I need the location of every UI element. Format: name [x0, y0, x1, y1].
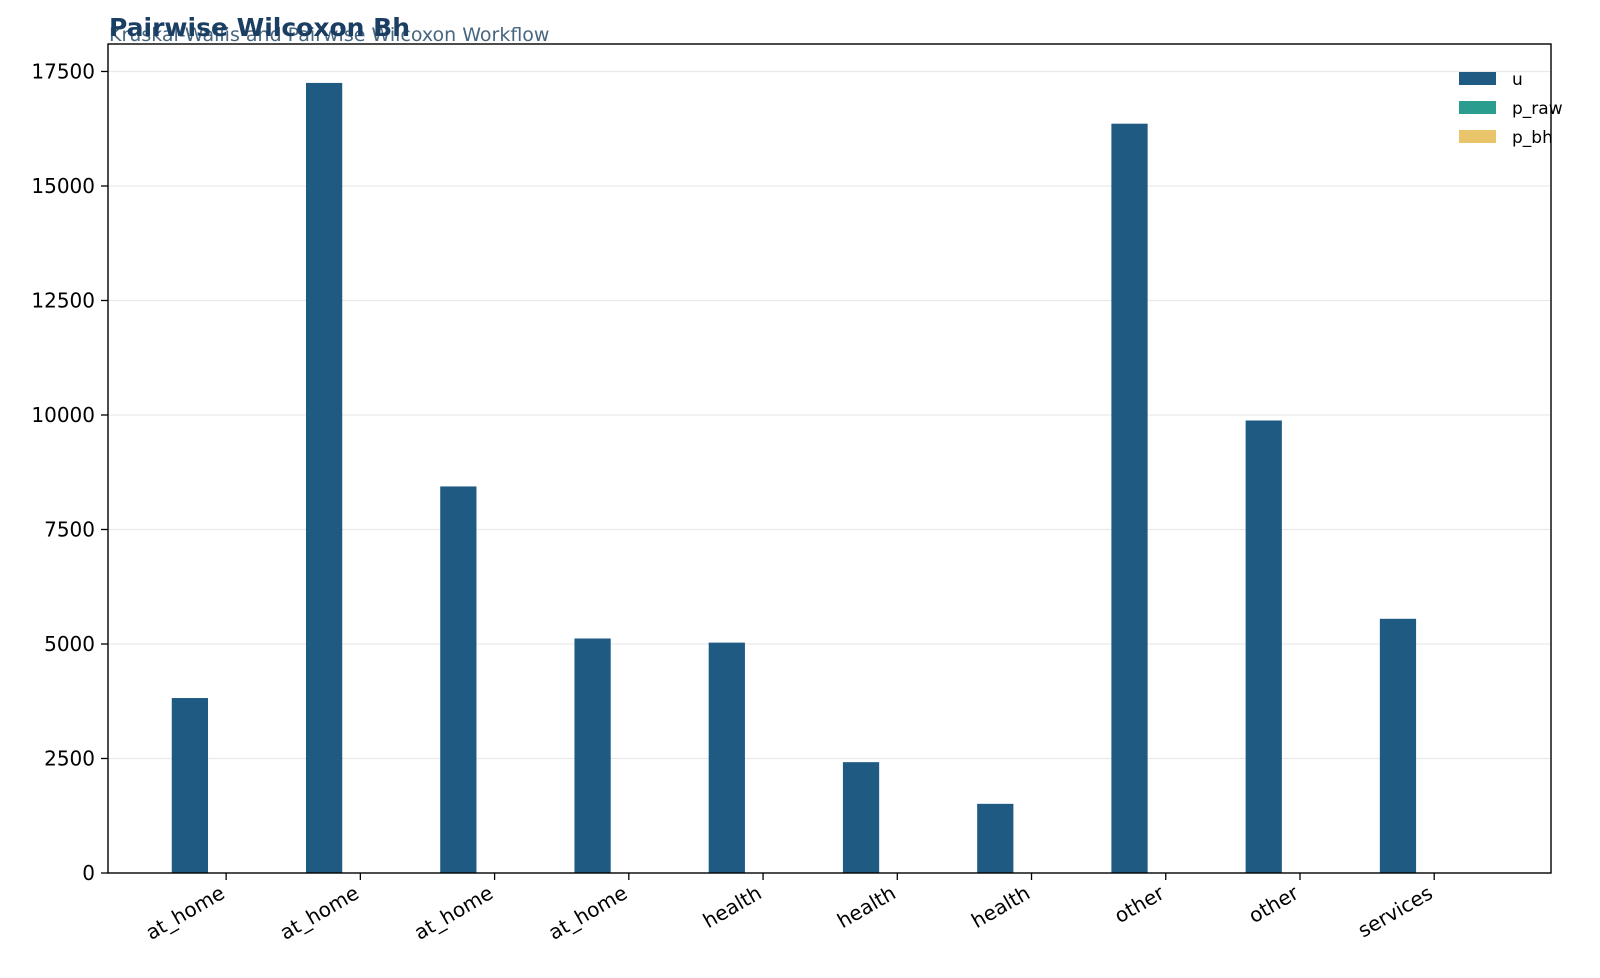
x-tick-label-7: other: [1110, 880, 1169, 928]
y-tick-label-7: 17500: [31, 59, 95, 83]
plot-frame: [107, 43, 1552, 874]
bar-u-9: [1379, 618, 1417, 873]
legend-label-u: u: [1512, 70, 1523, 90]
legend-label-p_raw: p_raw: [1512, 99, 1563, 119]
axes: [107, 43, 1552, 874]
x-tick-label-3: at_home: [544, 881, 631, 945]
bar-u-4: [708, 642, 745, 873]
x-tick-label-4: health: [699, 881, 766, 933]
y-tick-label-5: 12500: [31, 288, 95, 312]
x-tick-label-9: services: [1354, 881, 1437, 943]
y-tick-label-4: 10000: [31, 403, 95, 427]
legend-label-p_bh: p_bh: [1512, 128, 1553, 148]
legend-swatch-p_raw: [1459, 101, 1496, 114]
legend-swatch-p_bh: [1459, 130, 1496, 143]
x-axis-ticks: at_home at_home at_home at_home health health…: [141, 873, 1437, 945]
legend-swatch-u: [1459, 72, 1496, 85]
bar-u-8: [1245, 420, 1282, 873]
y-axis-ticks: 0 2500 5000 7500 10000 12500 15000 17500: [31, 59, 108, 885]
x-tick-label-6: health: [967, 881, 1034, 933]
x-tick-label-0: at_home: [141, 881, 228, 945]
bar-u-6: [977, 803, 1014, 873]
chart-title: Pairwise Wilcoxon Bh: [109, 13, 410, 42]
chart-subtitle: Kruskal-Wallis and Pairwise Wilcoxon Wor…: [109, 24, 549, 46]
y-tick-label-2: 5000: [44, 632, 95, 656]
y-tick-label-0: 0: [82, 861, 95, 885]
bar-u-3: [574, 638, 611, 873]
x-tick-label-8: other: [1244, 880, 1303, 928]
bars: [171, 82, 1417, 874]
y-tick-label-1: 2500: [44, 746, 95, 770]
x-tick-label-1: at_home: [276, 881, 363, 945]
bar-u-5: [842, 762, 880, 873]
bar-u-2: [440, 486, 477, 873]
y-tick-label-6: 15000: [31, 174, 95, 198]
bar-u-0: [171, 698, 209, 873]
bar-u-1: [305, 82, 343, 874]
x-tick-label-5: health: [833, 881, 900, 933]
gridlines: [108, 70, 1551, 760]
bar-u-7: [1111, 123, 1148, 874]
x-tick-label-2: at_home: [410, 881, 497, 945]
legend: u p_raw p_bh: [1459, 70, 1563, 148]
y-tick-label-3: 7500: [44, 517, 95, 541]
